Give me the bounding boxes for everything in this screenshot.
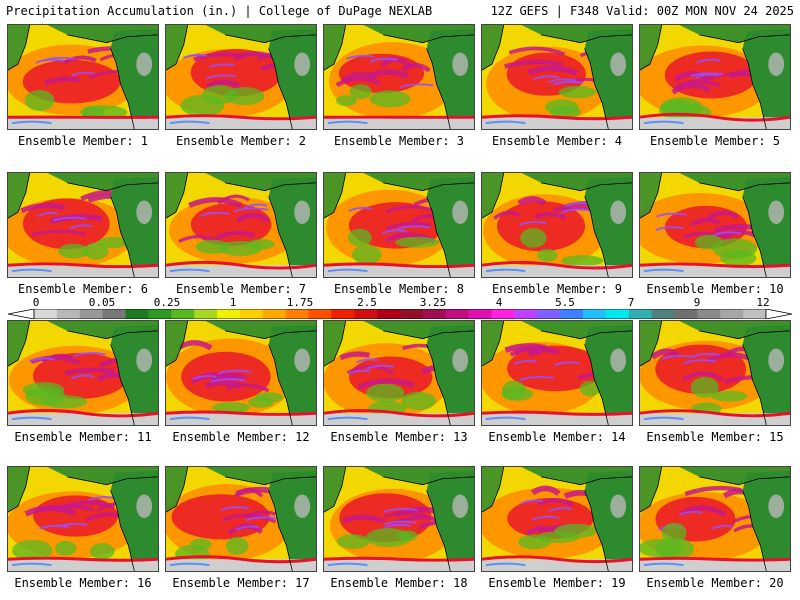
colorbar-tick-label: 4 bbox=[495, 296, 503, 309]
ensemble-member-map-15 bbox=[639, 320, 791, 426]
ensemble-member-label: Ensemble Member: 19 bbox=[488, 576, 626, 590]
ensemble-member-label: Ensemble Member: 7 bbox=[175, 282, 307, 296]
ensemble-member-map-11 bbox=[7, 320, 159, 426]
ensemble-member-map-12 bbox=[165, 320, 317, 426]
ensemble-member-map-4 bbox=[481, 24, 633, 130]
ensemble-member-label: Ensemble Member: 20 bbox=[646, 576, 784, 590]
ensemble-member-label: Ensemble Member: 8 bbox=[333, 282, 465, 296]
ensemble-member-label: Ensemble Member: 5 bbox=[649, 134, 781, 148]
ensemble-member-label: Ensemble Member: 11 bbox=[14, 430, 152, 444]
ensemble-member-map-13 bbox=[323, 320, 475, 426]
colorbar-tick-label: 3.25 bbox=[419, 296, 447, 309]
ensemble-member-label: Ensemble Member: 18 bbox=[330, 576, 468, 590]
colorbar-tick-label: 9 bbox=[693, 296, 701, 309]
ensemble-member-map-1 bbox=[7, 24, 159, 130]
ensemble-member-map-19 bbox=[481, 466, 633, 572]
colorbar-labels: 0 0.05 0.25 1 1.75 2.5 3.25 4 5.5 7 9 12 bbox=[0, 297, 800, 309]
colorbar-tick-label: 0 bbox=[32, 296, 40, 309]
colorbar bbox=[7, 309, 793, 319]
colorbar-tick-label: 0.25 bbox=[153, 296, 181, 309]
colorbar-tick-label: 7 bbox=[627, 296, 635, 309]
ensemble-member-map-9 bbox=[481, 172, 633, 278]
ensemble-member-label: Ensemble Member: 10 bbox=[646, 282, 784, 296]
ensemble-member-map-3 bbox=[323, 24, 475, 130]
ensemble-member-map-2 bbox=[165, 24, 317, 130]
ensemble-member-map-8 bbox=[323, 172, 475, 278]
ensemble-member-map-16 bbox=[7, 466, 159, 572]
colorbar-tick-label: 12 bbox=[756, 296, 770, 309]
ensemble-member-label: Ensemble Member: 14 bbox=[488, 430, 626, 444]
colorbar-tick-label: 0.05 bbox=[88, 296, 116, 309]
ensemble-member-label: Ensemble Member: 13 bbox=[330, 430, 468, 444]
ensemble-member-map-6 bbox=[7, 172, 159, 278]
chart-title: Precipitation Accumulation (in.) | Colle… bbox=[6, 4, 433, 18]
colorbar-tick-label: 5.5 bbox=[555, 296, 575, 309]
ensemble-member-label: Ensemble Member: 1 bbox=[17, 134, 149, 148]
ensemble-member-label: Ensemble Member: 3 bbox=[333, 134, 465, 148]
colorbar-tick-label: 2.5 bbox=[357, 296, 377, 309]
ensemble-member-label: Ensemble Member: 6 bbox=[17, 282, 149, 296]
ensemble-member-map-20 bbox=[639, 466, 791, 572]
ensemble-member-label: Ensemble Member: 4 bbox=[491, 134, 623, 148]
ensemble-member-label: Ensemble Member: 16 bbox=[14, 576, 152, 590]
ensemble-member-map-14 bbox=[481, 320, 633, 426]
ensemble-member-map-18 bbox=[323, 466, 475, 572]
ensemble-member-label: Ensemble Member: 9 bbox=[491, 282, 623, 296]
ensemble-member-label: Ensemble Member: 17 bbox=[172, 576, 310, 590]
ensemble-member-label: Ensemble Member: 15 bbox=[646, 430, 784, 444]
ensemble-member-map-17 bbox=[165, 466, 317, 572]
ensemble-member-map-7 bbox=[165, 172, 317, 278]
ensemble-member-label: Ensemble Member: 12 bbox=[172, 430, 310, 444]
ensemble-member-label: Ensemble Member: 2 bbox=[175, 134, 307, 148]
colorbar-tick-label: 1.75 bbox=[286, 296, 314, 309]
ensemble-member-map-5 bbox=[639, 24, 791, 130]
ensemble-member-map-10 bbox=[639, 172, 791, 278]
colorbar-tick-label: 1 bbox=[229, 296, 237, 309]
model-run-label: 12Z GEFS | F348 Valid: 00Z MON NOV 24 20… bbox=[490, 4, 794, 18]
